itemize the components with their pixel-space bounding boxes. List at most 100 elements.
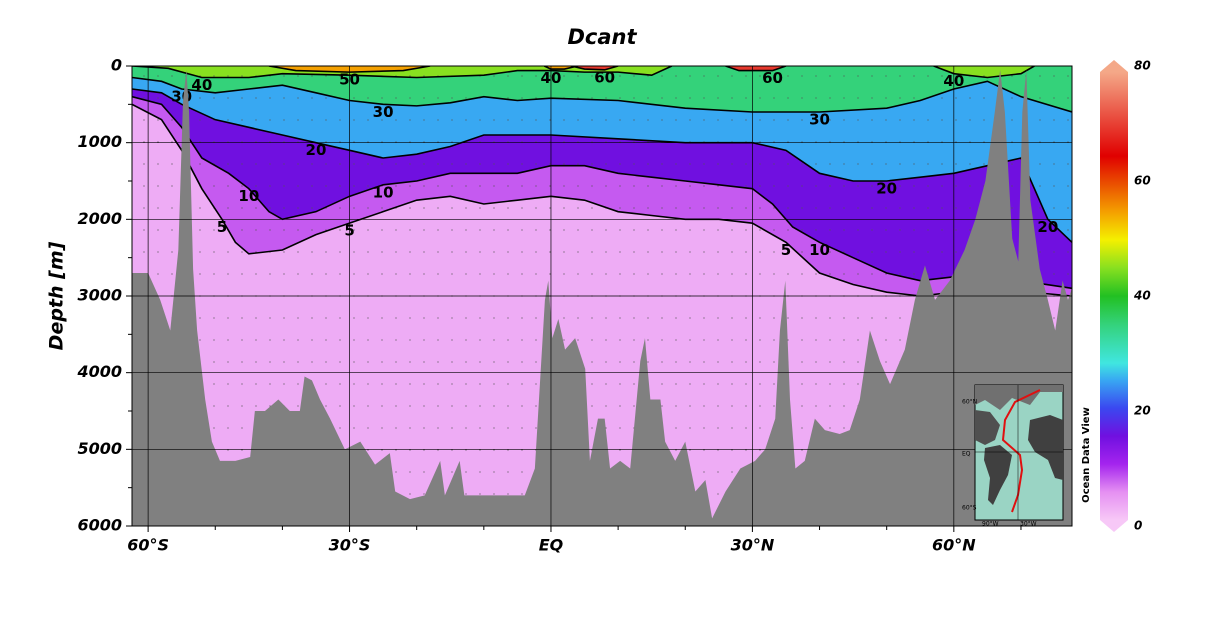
inset-label: 60°N bbox=[962, 399, 977, 406]
sample-dot bbox=[535, 361, 537, 363]
sample-dot bbox=[325, 273, 327, 275]
sample-dot bbox=[829, 185, 831, 187]
sample-dot bbox=[353, 141, 355, 143]
sample-dot bbox=[507, 449, 509, 451]
sample-dot bbox=[759, 75, 761, 77]
sample-dot bbox=[409, 383, 411, 385]
sample-dot bbox=[283, 75, 285, 77]
sample-dot bbox=[661, 251, 663, 253]
chart-title: Dcant bbox=[567, 25, 637, 49]
sample-dot bbox=[325, 339, 327, 341]
sample-dot bbox=[409, 339, 411, 341]
sample-dot bbox=[213, 361, 215, 363]
sample-dot bbox=[395, 185, 397, 187]
sample-dot bbox=[689, 361, 691, 363]
sample-dot bbox=[591, 251, 593, 253]
sample-dot bbox=[451, 317, 453, 319]
sample-dot bbox=[1053, 75, 1055, 77]
sample-dot bbox=[143, 251, 145, 253]
sample-dot bbox=[857, 97, 859, 99]
sample-dot bbox=[773, 163, 775, 165]
sample-dot bbox=[143, 207, 145, 209]
sample-dot bbox=[577, 207, 579, 209]
sample-dot bbox=[619, 317, 621, 319]
sample-dot bbox=[227, 119, 229, 121]
sample-dot bbox=[563, 229, 565, 231]
sample-dot bbox=[759, 317, 761, 319]
sample-dot bbox=[227, 383, 229, 385]
sample-dot bbox=[507, 141, 509, 143]
sample-dot bbox=[479, 251, 481, 253]
sample-dot bbox=[409, 361, 411, 363]
contour-label: 10 bbox=[373, 183, 394, 201]
sample-dot bbox=[507, 471, 509, 473]
sample-dot bbox=[633, 75, 635, 77]
sample-dot bbox=[227, 97, 229, 99]
sample-dot bbox=[409, 75, 411, 77]
sample-dot bbox=[941, 229, 943, 231]
sample-dot bbox=[353, 383, 355, 385]
sample-dot bbox=[339, 383, 341, 385]
sample-dot bbox=[535, 97, 537, 99]
sample-dot bbox=[717, 229, 719, 231]
sample-dot bbox=[745, 97, 747, 99]
sample-dot bbox=[479, 471, 481, 473]
sample-dot bbox=[157, 207, 159, 209]
sample-dot bbox=[745, 427, 747, 429]
sample-dot bbox=[633, 251, 635, 253]
sample-dot bbox=[521, 449, 523, 451]
sample-dot bbox=[269, 339, 271, 341]
sample-dot bbox=[409, 229, 411, 231]
colorbar-end bbox=[1100, 520, 1128, 532]
sample-dot bbox=[521, 471, 523, 473]
sample-dot bbox=[759, 207, 761, 209]
sample-dot bbox=[759, 185, 761, 187]
sample-dot bbox=[969, 229, 971, 231]
sample-dot bbox=[241, 119, 243, 121]
sample-dot bbox=[731, 119, 733, 121]
sample-dot bbox=[269, 317, 271, 319]
sample-dot bbox=[745, 251, 747, 253]
sample-dot bbox=[703, 383, 705, 385]
sample-dot bbox=[339, 339, 341, 341]
sample-dot bbox=[591, 317, 593, 319]
sample-dot bbox=[451, 229, 453, 231]
sample-dot bbox=[605, 119, 607, 121]
sample-dot bbox=[367, 449, 369, 451]
sample-dot bbox=[815, 185, 817, 187]
sample-dot bbox=[857, 141, 859, 143]
sample-dot bbox=[283, 97, 285, 99]
sample-dot bbox=[913, 251, 915, 253]
sample-dot bbox=[871, 119, 873, 121]
sample-dot bbox=[857, 185, 859, 187]
sample-dot bbox=[213, 229, 215, 231]
sample-dot bbox=[969, 163, 971, 165]
sample-dot bbox=[913, 141, 915, 143]
sample-dot bbox=[269, 141, 271, 143]
sample-dot bbox=[451, 273, 453, 275]
y-tick-label: 5000 bbox=[77, 439, 122, 458]
sample-dot bbox=[479, 163, 481, 165]
sample-dot bbox=[409, 273, 411, 275]
sample-dot bbox=[269, 97, 271, 99]
sample-dot bbox=[857, 273, 859, 275]
sample-dot bbox=[367, 163, 369, 165]
sample-dot bbox=[801, 141, 803, 143]
sample-dot bbox=[941, 119, 943, 121]
sample-dot bbox=[479, 207, 481, 209]
sample-dot bbox=[507, 163, 509, 165]
sample-dot bbox=[395, 119, 397, 121]
sample-dot bbox=[521, 97, 523, 99]
sample-dot bbox=[465, 163, 467, 165]
sample-dot bbox=[353, 339, 355, 341]
sample-dot bbox=[367, 119, 369, 121]
contour-label: 20 bbox=[876, 180, 897, 198]
sample-dot bbox=[521, 339, 523, 341]
sample-dot bbox=[339, 427, 341, 429]
sample-dot bbox=[605, 185, 607, 187]
sample-dot bbox=[577, 185, 579, 187]
sample-dot bbox=[717, 251, 719, 253]
sample-dot bbox=[619, 383, 621, 385]
sample-dot bbox=[759, 273, 761, 275]
sample-dot bbox=[633, 97, 635, 99]
